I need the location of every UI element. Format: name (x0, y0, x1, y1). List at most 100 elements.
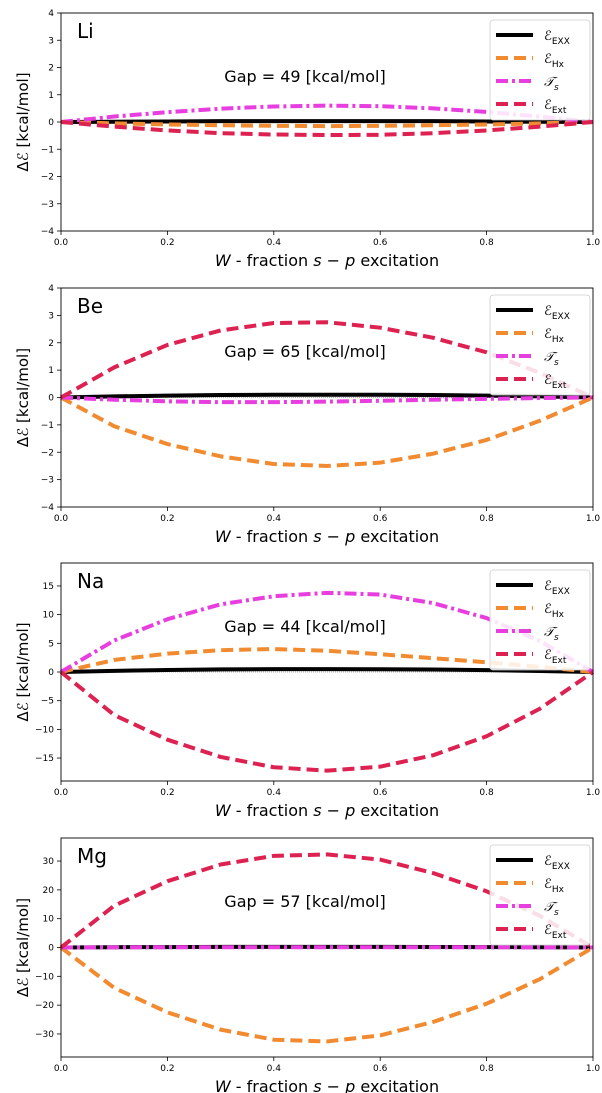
y-tick-label: −4 (41, 503, 55, 513)
y-tick-label: −3 (41, 476, 54, 486)
x-tick-label: 0.0 (54, 1064, 69, 1074)
y-tick-label: 1 (48, 91, 54, 101)
x-tick-label: 0.0 (54, 514, 69, 524)
legend-box (489, 294, 591, 396)
chart-panel-mg: 0.0 0.2 0.4 0.6 0.8 1.0 −30 −20 −10 0 10 20 30 W - fr… (14, 837, 601, 1093)
y-axis-label: Δℰ [kcal/mol] (14, 348, 32, 447)
x-tick-label: 0.8 (479, 238, 494, 248)
y-tick-label: −5 (41, 697, 54, 707)
y-tick-label: −1 (41, 145, 54, 155)
series-line-s (60, 395, 594, 405)
x-tick-label: 0.0 (54, 238, 69, 248)
series-line-hx (60, 120, 594, 129)
x-tick-label: 0.6 (373, 514, 388, 524)
series-line-exx (60, 119, 594, 124)
y-tick-label: 0 (48, 944, 54, 954)
series-line-ext (60, 120, 594, 138)
series-line-hx (59, 945, 595, 1044)
x-axis-label: W - fraction s − p excitation (215, 527, 439, 546)
x-tick-label: 0.6 (373, 788, 388, 798)
y-tick-label: 2 (48, 339, 54, 349)
y-tick-label: −4 (41, 227, 55, 237)
x-tick-label: 1.0 (586, 1064, 601, 1074)
y-tick-label: 3 (48, 311, 54, 321)
x-tick-label: 0.6 (373, 1064, 388, 1074)
y-tick-label: −10 (35, 972, 54, 982)
y-tick-label: 0 (48, 668, 54, 678)
series-line-hx (60, 395, 594, 468)
panel-label: Na (77, 569, 104, 593)
y-tick-label: −10 (35, 725, 54, 735)
legend-entry-hx: ℰHx (544, 52, 565, 70)
series-line-exx (60, 392, 594, 400)
y-tick-label: 3 (48, 36, 54, 46)
panel-label: Be (77, 294, 103, 318)
panel-label: Li (77, 19, 94, 43)
y-tick-label: 15 (43, 582, 54, 592)
x-tick-label: 0.4 (267, 1064, 282, 1074)
legend-entry-hx: ℰHx (544, 877, 565, 895)
legend-entry-ext: ℰExt (544, 98, 567, 116)
x-tick-label: 0.8 (479, 514, 494, 524)
y-tick-label: 30 (43, 857, 55, 867)
x-tick-label: 0.4 (267, 788, 282, 798)
x-tick-label: 0.6 (373, 238, 388, 248)
y-tick-label: −2 (41, 448, 54, 458)
y-axis-label: Δℰ [kcal/mol] (14, 622, 32, 721)
legend-box (489, 844, 591, 946)
y-tick-label: 0 (48, 394, 54, 404)
x-tick-label: 0.8 (479, 1064, 494, 1074)
legend-entry-ext: ℰExt (544, 648, 567, 666)
y-tick-label: −15 (35, 754, 54, 764)
y-tick-label: −2 (41, 173, 54, 183)
y-tick-label: −20 (35, 1001, 54, 1011)
x-tick-label: 0.2 (160, 238, 174, 248)
y-axis-label: Δℰ [kcal/mol] (14, 72, 32, 171)
legend-entry-exx: ℰEXX (544, 29, 570, 47)
x-axis-label: W - fraction s − p excitation (215, 251, 439, 270)
series-line-ext (59, 670, 595, 773)
x-tick-label: 0.4 (267, 514, 282, 524)
legend-entry-exx: ℰEXX (544, 304, 570, 322)
legend-entry-hx: ℰHx (544, 602, 565, 620)
x-axis-label: W - fraction s − p excitation (215, 801, 439, 820)
y-tick-label: 10 (43, 915, 55, 925)
x-axis-label: W - fraction s − p excitation (215, 1077, 439, 1093)
chart-panel-li: 0.0 0.2 0.4 0.6 0.8 1.0 −4 −3 −2 −1 0 1 2 3 4 W - fract… (14, 9, 600, 270)
y-tick-label: −3 (41, 200, 54, 210)
y-tick-label: 4 (48, 9, 54, 19)
x-tick-label: 0.0 (54, 788, 69, 798)
legend-box (489, 19, 591, 121)
y-axis-label: Δℰ [kcal/mol] (14, 898, 32, 997)
legend-entry-ext: ℰExt (544, 923, 567, 941)
y-tick-label: 5 (48, 639, 54, 649)
x-tick-label: 0.2 (160, 1064, 174, 1074)
legend-entry-exx: ℰEXX (544, 579, 570, 597)
legend-entry-ext: ℰExt (544, 373, 567, 391)
chart-panel-be: 0.0 0.2 0.4 0.6 0.8 1.0 −4 −3 −2 −1 0 1 2 3 4 W - fract… (14, 284, 600, 546)
x-tick-label: 0.2 (160, 514, 174, 524)
y-tick-label: 4 (48, 284, 54, 294)
y-tick-label: 20 (43, 886, 55, 896)
x-tick-label: 0.2 (160, 788, 174, 798)
legend-entry-exx: ℰEXX (544, 854, 570, 872)
series-line-ext (60, 320, 594, 400)
y-tick-label: −30 (35, 1030, 54, 1040)
y-tick-label: 2 (48, 64, 54, 74)
gap-annotation: Gap = 49 [kcal/mol] (224, 67, 385, 86)
gap-annotation: Gap = 44 [kcal/mol] (224, 617, 385, 636)
panel-label: Mg (77, 844, 107, 868)
x-tick-label: 1.0 (586, 788, 601, 798)
y-tick-label: 10 (43, 611, 55, 621)
legend-entry-hx: ℰHx (544, 327, 565, 345)
y-tick-label: 1 (48, 366, 54, 376)
legend-box (489, 569, 591, 671)
y-tick-label: 0 (48, 118, 54, 128)
gap-annotation: Gap = 65 [kcal/mol] (224, 342, 385, 361)
x-tick-label: 0.8 (479, 788, 494, 798)
